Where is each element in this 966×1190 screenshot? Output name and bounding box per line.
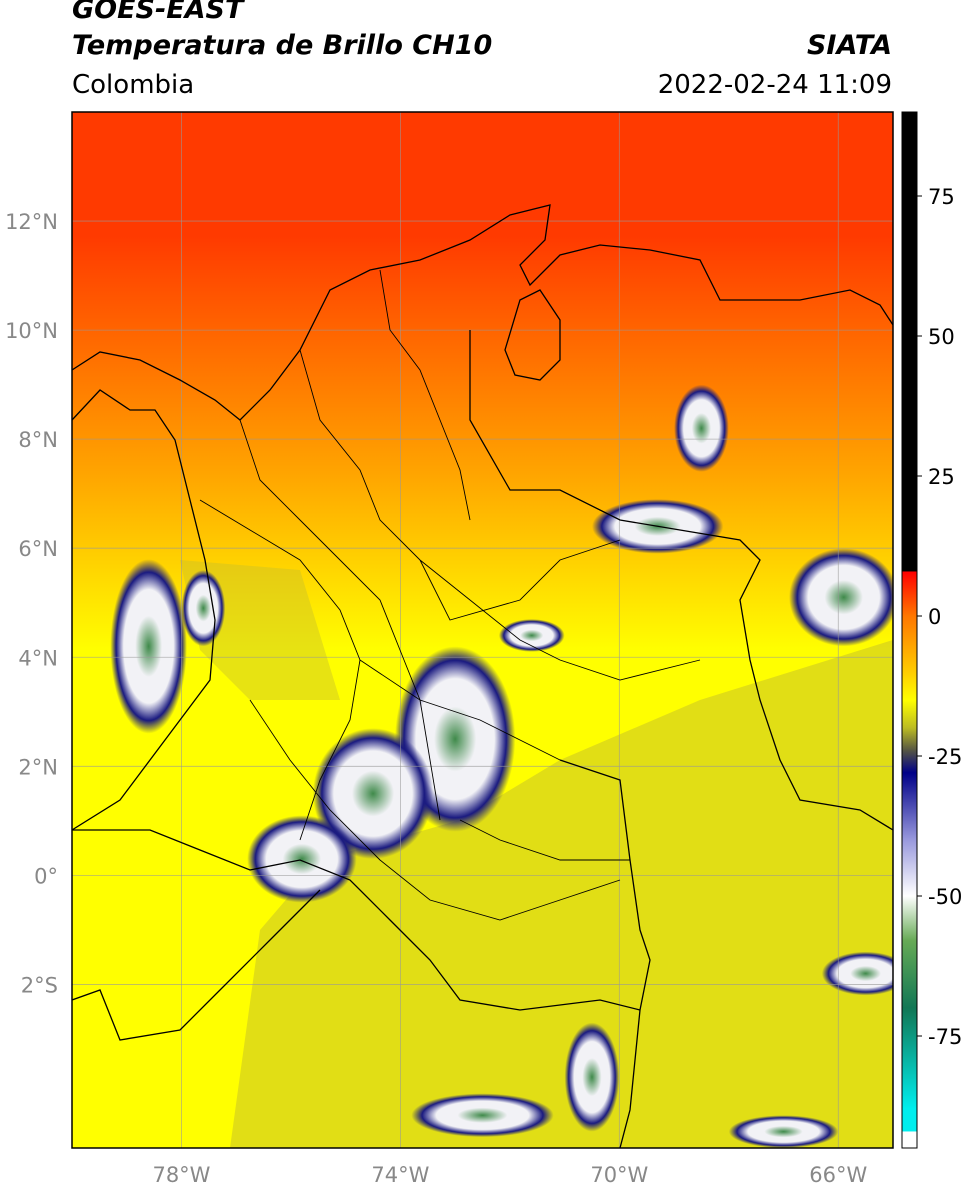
title-region: Colombia — [72, 70, 195, 100]
ecuador-peru-coast — [72, 889, 321, 1041]
colorbar-tick-label: -25 — [928, 745, 962, 769]
colorbar-tick-label: 25 — [928, 465, 955, 489]
title-satellite: GOES-EAST — [72, 0, 244, 25]
colorbar-tick-label: -75 — [928, 1025, 962, 1049]
coastlines-and-borders — [72, 204, 893, 1148]
lat-tick-label: 2°S — [21, 973, 58, 997]
lat-tick-label: 2°N — [18, 755, 58, 779]
caribbean-coast — [72, 204, 893, 421]
colorbar-tick-labels: 75 50 25 0 -25 -50 -75 — [917, 185, 962, 1049]
datetime-label: 2022-02-24 11:09 — [657, 70, 892, 100]
lat-tick-label: 4°N — [18, 646, 58, 670]
lon-tick-label: 66°W — [809, 1163, 867, 1187]
colorbar — [901, 111, 918, 1149]
cloud-cell-13 — [821, 951, 893, 996]
cloud-cell-6 — [498, 619, 565, 652]
cloud-cell-4 — [312, 728, 434, 860]
source-label: SIATA — [806, 30, 892, 61]
pacific-coast — [72, 389, 216, 831]
lon-tick-label: 74°W — [371, 1163, 429, 1187]
lat-tick-label: 8°N — [18, 428, 58, 452]
longitude-tick-labels: 78°W 74°W 70°W 66°W — [152, 1163, 867, 1187]
lat-tick-label: 0° — [34, 864, 58, 888]
cloud-cell-8 — [789, 548, 893, 647]
colorbar-tick-label: 0 — [928, 605, 941, 629]
colombia-venezuela-border — [469, 330, 893, 831]
colombia-ecuador-border — [72, 829, 641, 1011]
colombia-brazil-border — [559, 759, 651, 1148]
internal-departments — [199, 269, 701, 921]
title-product: Temperatura de Brillo CH10 — [72, 30, 493, 61]
lat-tick-label: 10°N — [5, 319, 58, 343]
maracaibo-lake — [504, 289, 561, 381]
cloud-systems — [110, 384, 893, 1148]
cloud-cell-12 — [728, 1115, 839, 1148]
cloud-cell-11 — [411, 1093, 554, 1138]
lat-tick-label: 6°N — [18, 537, 58, 561]
cloud-cell-5 — [247, 815, 357, 903]
colorbar-tick-label: -50 — [928, 885, 962, 909]
cloud-cell-1 — [110, 559, 187, 734]
olive-zone-amazon — [230, 640, 893, 1148]
lon-tick-label: 78°W — [152, 1163, 210, 1187]
latitude-tick-labels: 12°N 10°N 8°N 6°N 4°N 2°N 0° 2°S — [5, 210, 58, 997]
lat-tick-label: 12°N — [5, 210, 58, 234]
lon-tick-label: 70°W — [590, 1163, 648, 1187]
cloud-cell-2 — [181, 570, 226, 647]
cloud-cell-9 — [674, 384, 729, 472]
colorbar-tick-label: 75 — [928, 185, 955, 209]
gridlines — [72, 112, 893, 1148]
map-frame — [71, 111, 894, 1149]
colorbar-tick-label: 50 — [928, 325, 955, 349]
cloud-cell-10 — [564, 1022, 620, 1132]
